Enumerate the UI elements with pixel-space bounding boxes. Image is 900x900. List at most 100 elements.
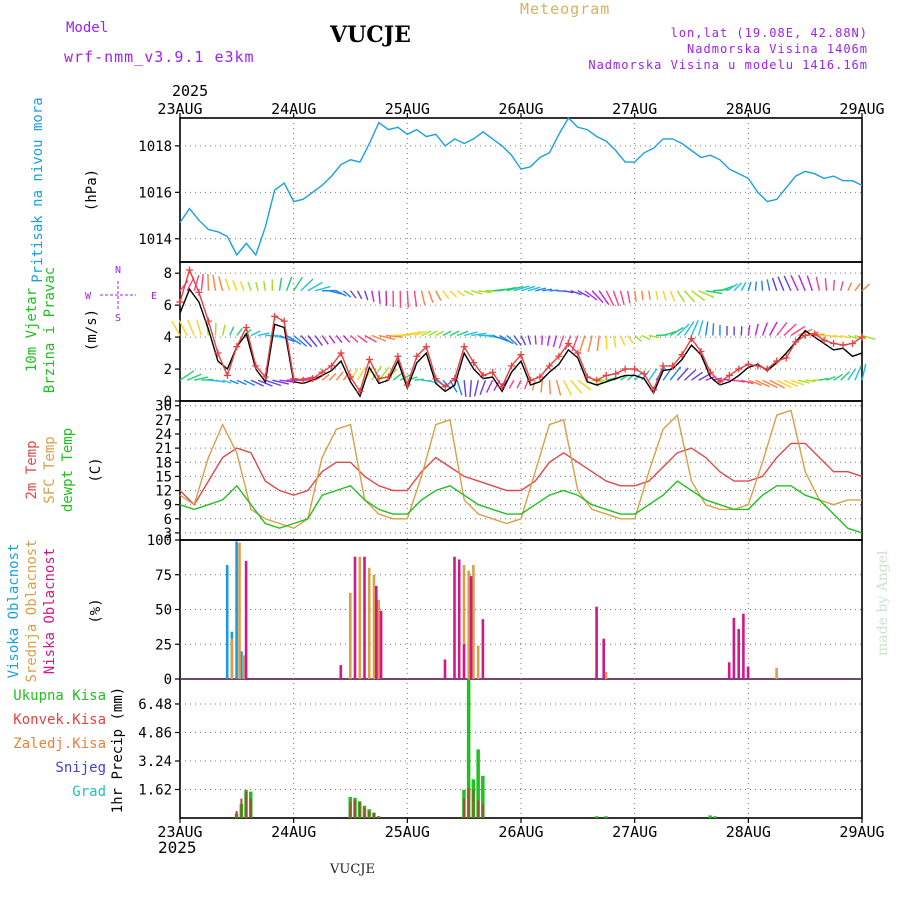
wind-vector [683, 369, 697, 381]
wind-gust-marker [763, 365, 771, 373]
compass-letter: W [85, 291, 92, 302]
wind-vector [222, 379, 232, 384]
panel-title: 10m Vjetar Brzina i Pravac [24, 267, 58, 393]
wind-vector [171, 320, 181, 336]
wind-vector [364, 290, 369, 301]
wind-vector [815, 276, 821, 291]
wind-vector [534, 335, 537, 345]
wind-vector [783, 323, 797, 337]
precip-legend-item: Grad [72, 784, 106, 800]
panel-title-line: Srednja Oblacnost [24, 539, 40, 682]
x-label-bottom: 28AUG [726, 823, 771, 841]
wind-vector [790, 275, 799, 292]
wind-vector [719, 285, 734, 292]
wind-vector [442, 330, 452, 337]
wind-gust-marker [631, 365, 639, 373]
wind-vector [335, 290, 347, 297]
meteogram-title: Meteogram [520, 0, 611, 18]
y-tick-label: 30 [155, 399, 172, 415]
wind-gust-marker [470, 359, 478, 367]
wind-gust-marker [782, 354, 790, 362]
wind-gust-marker [839, 341, 847, 349]
wind-gust-marker [612, 370, 620, 378]
wind-vector [771, 277, 778, 291]
wind-vector [186, 277, 195, 292]
wind-vector [555, 380, 562, 396]
wind-vector [385, 334, 403, 338]
wind-vector [200, 273, 204, 291]
cloud-bar [443, 659, 447, 679]
wind-vector [179, 280, 189, 292]
wind-vector [552, 335, 558, 348]
compass-letter: E [151, 291, 157, 302]
y-tick-label: 25 [155, 637, 172, 653]
wind-vector [513, 335, 522, 346]
cloud-bar [240, 651, 243, 679]
wind-vector [676, 367, 689, 381]
y-tick-label: 4.86 [138, 725, 172, 741]
precip-total-bar [708, 815, 712, 818]
wind-gust-marker [309, 375, 317, 383]
y-tick-label: 8 [164, 266, 172, 282]
wind-vector [193, 275, 200, 291]
precip-convective-bar [477, 800, 480, 818]
pressure-line [179, 116, 863, 257]
wind-gust-marker [204, 317, 212, 325]
wind-vector [861, 283, 871, 292]
elevation: Nadmorska Visina 1406m [687, 42, 868, 56]
wind-gust-marker [536, 373, 544, 381]
panel-title: (%) [88, 598, 104, 623]
panel-title-line: 1hr Precip (mm) [110, 687, 126, 813]
wind-vector [321, 374, 330, 381]
cloud-bar [358, 556, 362, 679]
precip-convective-bar [240, 798, 243, 818]
x-label-top: 27AUG [612, 100, 657, 118]
wind-gust-marker [460, 343, 468, 351]
precip-legend-item: Konvek.Kisa [13, 712, 106, 728]
wind-vector [179, 370, 195, 381]
wind-vector [265, 379, 282, 387]
y-tick-label: 3 [164, 526, 172, 542]
wind-vector [570, 290, 582, 296]
credit-watermark: made by Angel [875, 550, 891, 656]
wind-vector [633, 290, 637, 302]
wind-gust-marker [678, 351, 686, 359]
wind-vector [824, 278, 828, 291]
wind-vector [697, 320, 704, 336]
wind-vector [626, 290, 631, 304]
panel-title-line: Visoka Oblacnost [6, 544, 22, 679]
panel-title: Pritisak na nivou mora [30, 97, 46, 282]
wind-gust-marker [555, 352, 563, 360]
wind-vector [229, 326, 235, 336]
panel-title-line: Pritisak na nivou mora [30, 97, 46, 282]
x-label-bottom: 24AUG [271, 823, 316, 841]
compass-letter: S [115, 313, 121, 324]
wind-gust-marker [375, 375, 383, 383]
wind-gust-marker [384, 373, 392, 381]
panel-title-line: 10m Vjetar [24, 288, 40, 372]
footer-station: VUCJE [330, 862, 375, 877]
wind-gust-marker [716, 378, 724, 386]
wind-vector [790, 325, 806, 337]
x-label-bottom: 23AUG [157, 823, 202, 841]
panel-title-line: (%) [88, 598, 104, 623]
wind-vector [250, 330, 261, 337]
wind-vector [598, 290, 610, 306]
wind-vector [435, 290, 442, 301]
wind-gust-marker [744, 360, 752, 368]
wind-gust-marker [176, 298, 184, 306]
wind-vector [755, 379, 770, 388]
x-label-top: 24AUG [271, 100, 316, 118]
wind-gust-marker [280, 317, 288, 325]
wind-vector [307, 335, 318, 347]
wind-gust-marker [725, 371, 733, 379]
wind-vector [605, 290, 615, 307]
wind-vector [221, 324, 226, 336]
wind-vector [698, 290, 715, 299]
wind-vector [847, 368, 857, 381]
wind-vector [272, 379, 290, 385]
credit-text: made by Angel [875, 550, 891, 656]
wind-vector [329, 290, 342, 295]
wind-vector [747, 281, 752, 291]
precip-convective-bar [249, 798, 252, 818]
